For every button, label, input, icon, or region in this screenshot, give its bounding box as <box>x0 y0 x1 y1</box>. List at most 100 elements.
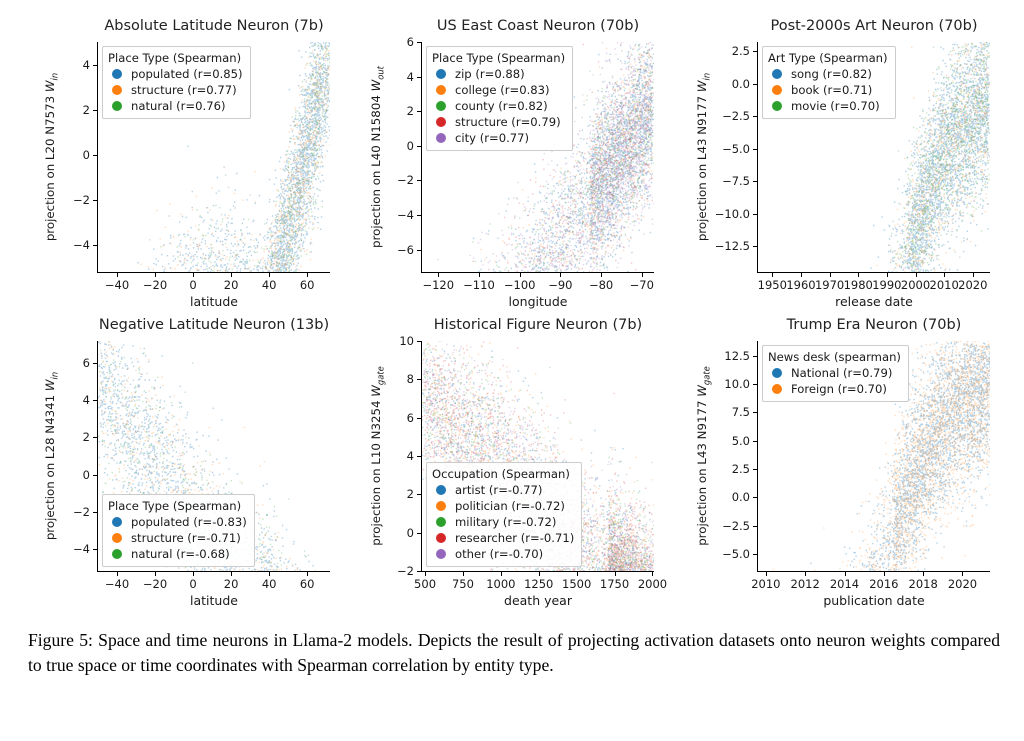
legend-item-natural[interactable]: natural (r=0.76) <box>108 98 243 114</box>
x-tick-mark <box>962 572 964 576</box>
y-tick-mark <box>417 249 421 251</box>
x-tick-mark <box>886 273 888 277</box>
legend-item-book[interactable]: book (r=0.71) <box>768 82 888 98</box>
scatter-series-movie <box>890 42 990 272</box>
y-tick-mark <box>417 214 421 216</box>
y-tick-label: 2 <box>406 487 414 502</box>
x-tick-label: 60 <box>299 577 315 591</box>
y-tick-label: −4 <box>73 237 90 252</box>
x-axis-spine <box>421 272 654 273</box>
legend-item-song[interactable]: song (r=0.82) <box>768 66 888 82</box>
x-tick-label: 2016 <box>869 577 899 591</box>
x-tick-label: 2012 <box>790 577 820 591</box>
chart-title: Negative Latitude Neuron (13b) <box>98 317 330 333</box>
y-tick-mark <box>753 355 757 357</box>
legend-item-National[interactable]: National (r=0.79) <box>768 365 901 381</box>
legend-item-structure[interactable]: structure (r=0.77) <box>108 82 243 98</box>
legend-item-movie[interactable]: movie (r=0.70) <box>768 98 888 114</box>
x-tick-mark <box>858 273 860 277</box>
chart-legend: Place Type (Spearman) populated (r=-0.83)… <box>102 494 255 567</box>
legend-item-city[interactable]: city (r=0.77) <box>432 130 565 146</box>
x-tick-label: 1000 <box>486 577 516 591</box>
legend-item-natural[interactable]: natural (r=-0.68) <box>108 546 247 562</box>
legend-item-county[interactable]: county (r=0.82) <box>432 98 565 114</box>
legend-item-artist[interactable]: artist (r=-0.77) <box>432 482 574 498</box>
legend-item-label: book (r=0.71) <box>791 83 873 97</box>
y-axis-spine <box>421 341 422 571</box>
y-tick-label: −2 <box>73 504 90 519</box>
legend-swatch-icon <box>112 533 122 543</box>
y-tick-label: 4 <box>406 449 414 463</box>
x-axis-label: release date <box>835 294 913 309</box>
y-tick-label: 6 <box>82 356 90 371</box>
y-tick-label: −5.0 <box>722 547 750 561</box>
y-tick-label: 0.0 <box>731 490 750 505</box>
x-tick-mark <box>915 273 917 277</box>
x-tick-mark <box>155 273 157 277</box>
x-tick-mark <box>641 273 643 277</box>
y-tick-mark <box>93 511 97 513</box>
chart-legend: Place Type (Spearman) zip (r=0.88) college… <box>426 46 574 151</box>
legend-item-populated[interactable]: populated (r=0.85) <box>108 66 243 82</box>
y-tick-label: 4 <box>82 57 90 72</box>
x-tick-label: −40 <box>104 577 130 591</box>
legend-item-Foreign[interactable]: Foreign (r=0.70) <box>768 381 901 397</box>
x-axis-label: latitude <box>190 294 238 309</box>
x-tick-mark <box>117 572 119 576</box>
x-tick-mark <box>560 273 562 277</box>
y-tick-mark <box>753 181 757 183</box>
figure-caption: Figure 5: Space and time neurons in Llam… <box>28 628 1000 678</box>
y-tick-mark <box>93 244 97 246</box>
y-tick-label: 7.5 <box>731 405 750 420</box>
legend-item-researcher[interactable]: researcher (r=-0.71) <box>432 530 574 546</box>
y-tick-mark <box>417 111 421 113</box>
x-tick-mark <box>883 572 885 576</box>
scatter-series-populated <box>98 341 314 571</box>
y-tick-label: 0.0 <box>731 76 750 91</box>
x-tick-mark <box>800 273 802 277</box>
legend-item-label: politician (r=-0.72) <box>455 499 565 513</box>
y-tick-label: −2.5 <box>722 109 750 124</box>
legend-item-other[interactable]: other (r=-0.70) <box>432 546 574 562</box>
x-tick-mark <box>193 273 195 277</box>
legend-item-label: natural (r=0.76) <box>131 99 226 113</box>
y-tick-label: 2 <box>82 430 90 445</box>
legend-item-zip[interactable]: zip (r=0.88) <box>432 66 565 82</box>
y-tick-label: 8 <box>406 372 414 387</box>
legend-item-structure[interactable]: structure (r=-0.71) <box>108 530 247 546</box>
scatter-series-structure <box>472 42 654 272</box>
legend-swatch-icon <box>436 101 446 111</box>
y-axis-label: projection on L43 N9177 Wgate <box>695 366 712 546</box>
x-tick-label: 20 <box>223 278 239 292</box>
x-tick-label: 500 <box>414 577 437 591</box>
legend-swatch-icon <box>772 85 782 95</box>
x-tick-label: 40 <box>261 577 277 591</box>
y-tick-mark <box>753 213 757 215</box>
y-tick-mark <box>93 64 97 66</box>
scatter-series-college <box>480 45 654 272</box>
x-tick-mark <box>805 572 807 576</box>
legend-swatch-icon <box>112 517 122 527</box>
y-tick-label: 4 <box>406 69 414 84</box>
legend-swatch-icon <box>436 117 446 127</box>
x-tick-mark <box>652 572 654 576</box>
y-tick-label: −12.5 <box>714 239 750 253</box>
x-tick-label: −80 <box>588 278 614 292</box>
x-tick-mark <box>438 273 440 277</box>
legend-item-label: movie (r=0.70) <box>791 99 880 113</box>
legend-swatch-icon <box>772 69 782 79</box>
legend-item-structure[interactable]: structure (r=0.79) <box>432 114 565 130</box>
x-tick-mark <box>155 572 157 576</box>
x-tick-mark <box>519 273 521 277</box>
legend-item-label: college (r=0.83) <box>455 83 550 97</box>
legend-item-politician[interactable]: politician (r=-0.72) <box>432 498 574 514</box>
y-tick-label: 2.5 <box>731 462 750 477</box>
legend-item-military[interactable]: military (r=-0.72) <box>432 514 574 530</box>
y-tick-mark <box>417 379 421 381</box>
chart-legend: News desk (spearman) National (r=0.79) For… <box>762 345 909 402</box>
legend-item-college[interactable]: college (r=0.83) <box>432 82 565 98</box>
legend-item-populated[interactable]: populated (r=-0.83) <box>108 514 247 530</box>
figure-panel-grid: Absolute Latitude Neuron (7b) −40 −20 0 20 40… <box>43 18 990 608</box>
y-axis-label: projection on L40 N15804 Wout <box>369 66 386 248</box>
legend-item-label: zip (r=0.88) <box>455 67 525 81</box>
